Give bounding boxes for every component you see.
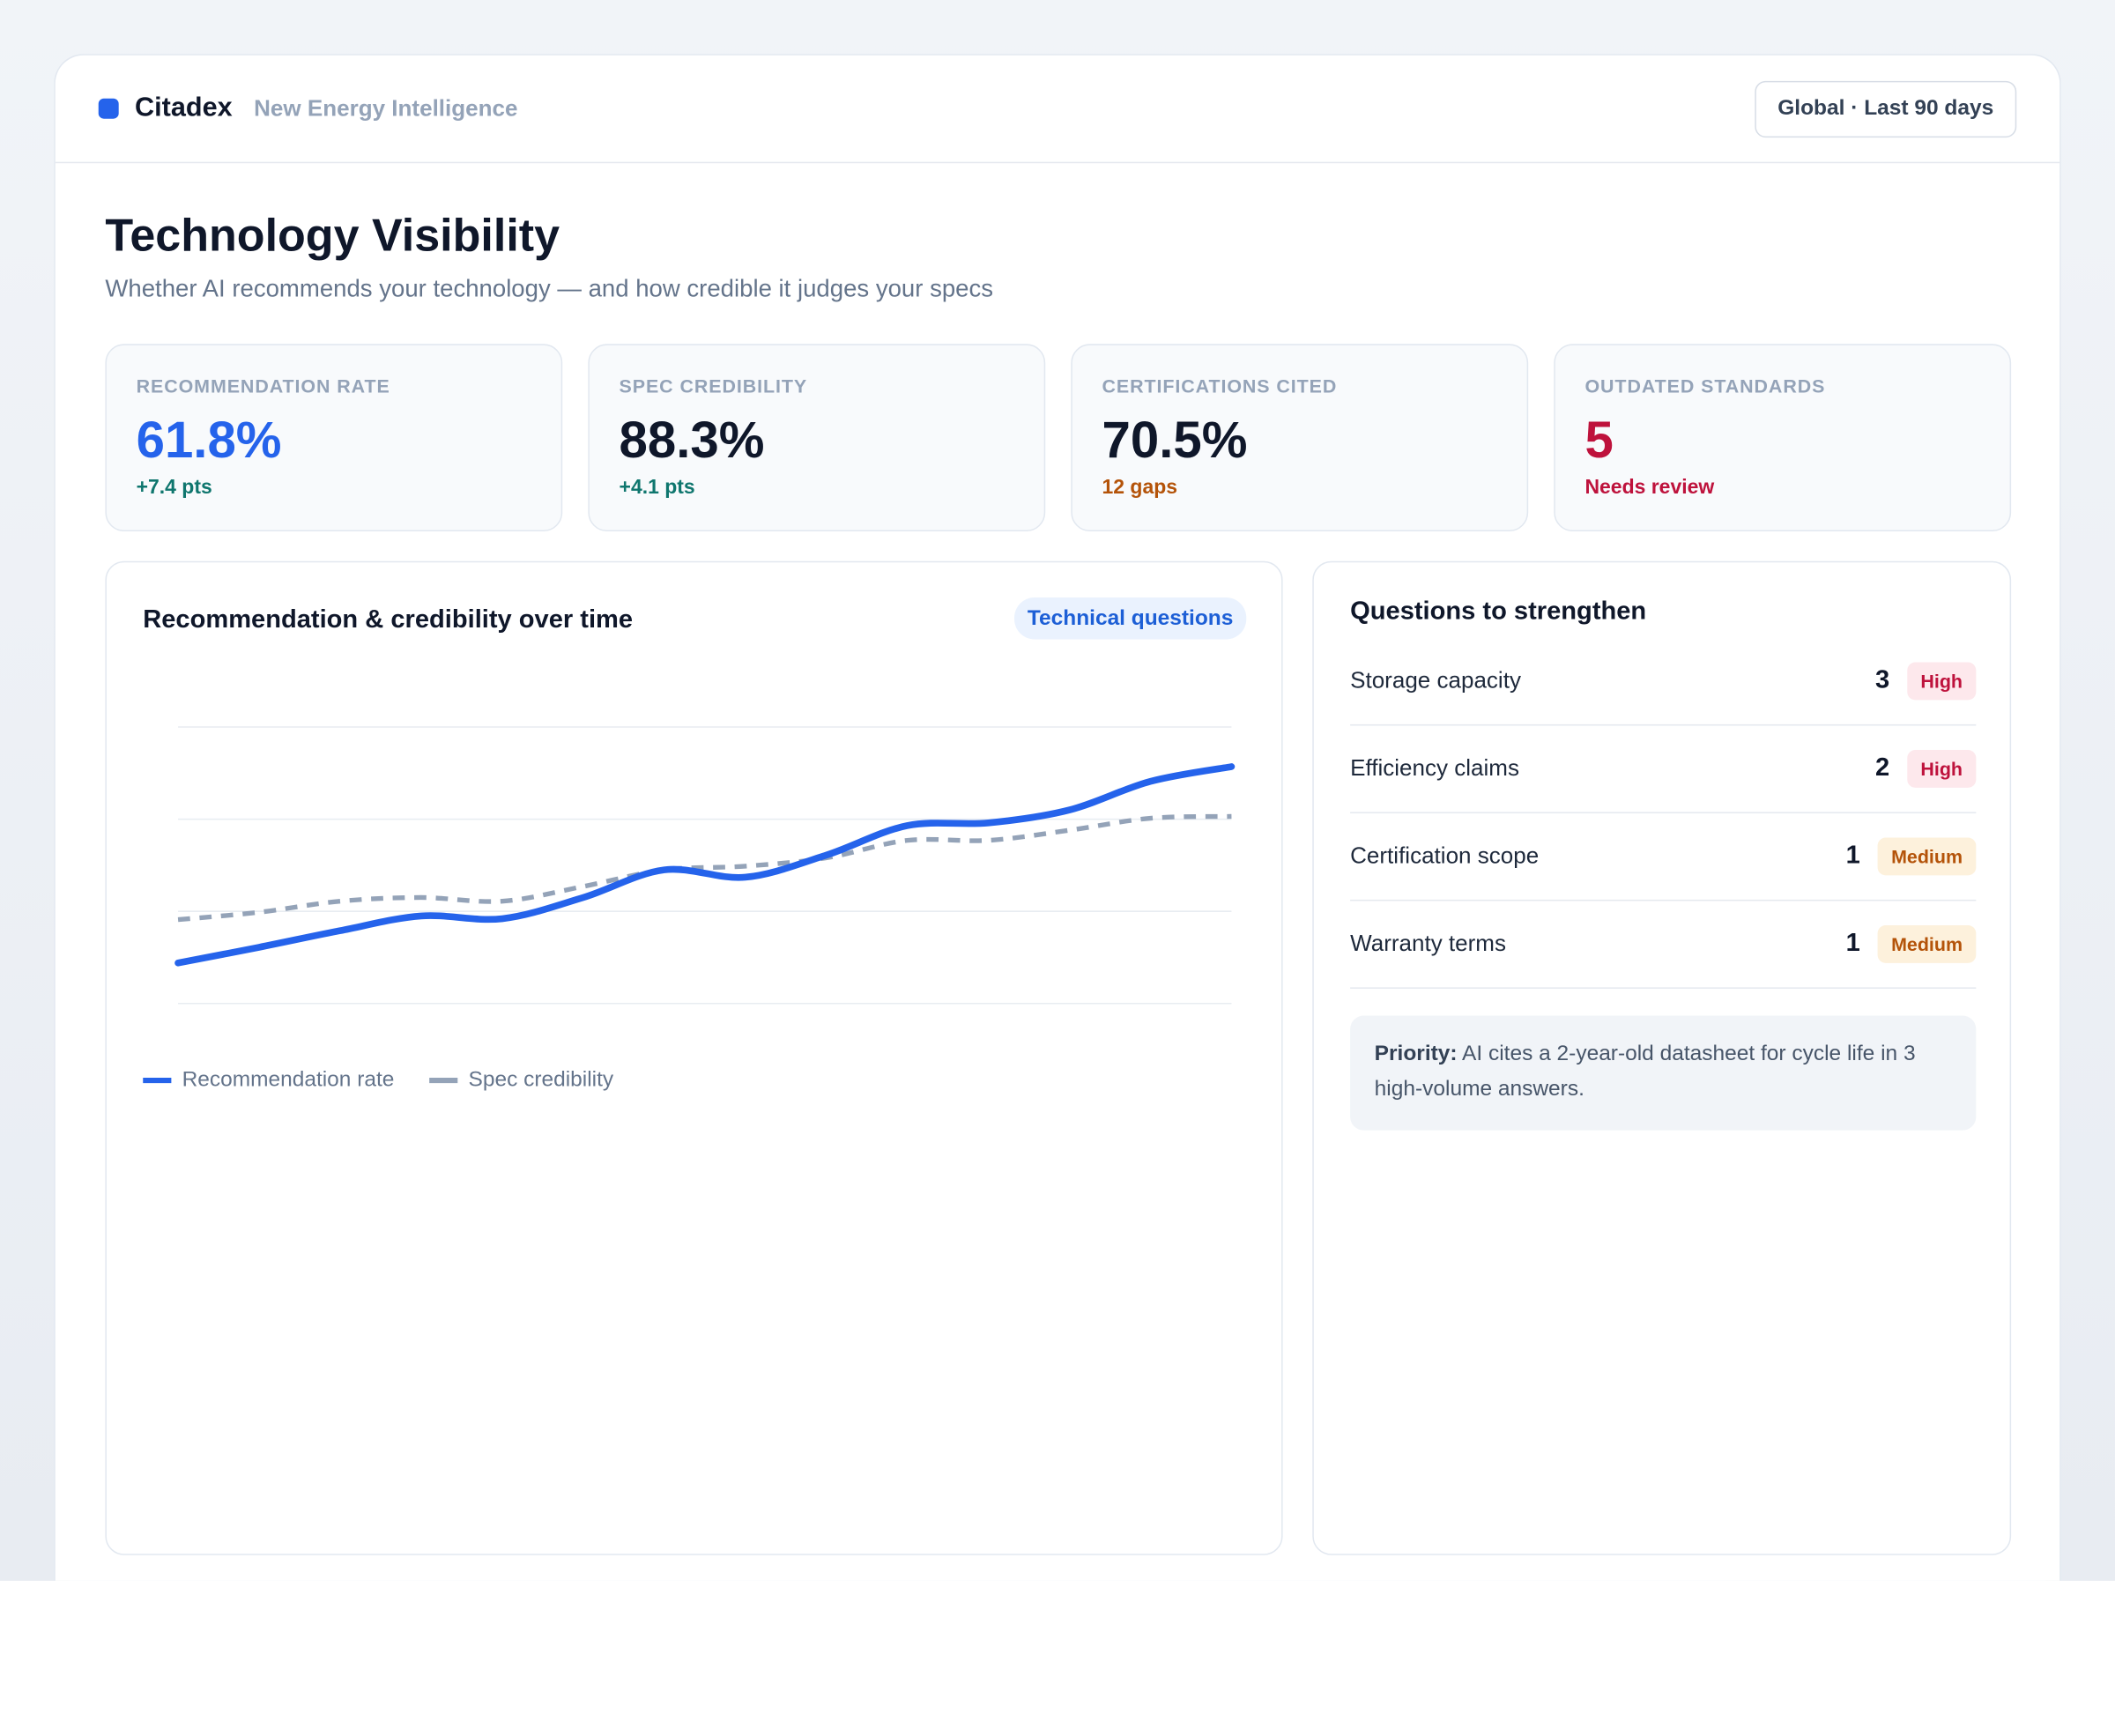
chart-title: Recommendation & credibility over time [143,605,633,634]
badge-label: Technical questions [1028,606,1233,630]
product: New Energy Intelligence [254,94,518,121]
questions-panel: Questions to strengthen Priority: AI cit… [1312,560,2012,1555]
priority-pill: High [1907,662,1977,701]
kpi-value: 5 [1584,412,1614,470]
kpi-delta: 12 gaps [1102,476,1178,500]
kpi-card: SPEC CREDIBILITY 88.3% +4.1 pts [588,344,1046,532]
kpi-delta: Needs review [1584,476,1715,500]
question-label: Warranty terms [1350,931,1506,957]
priority-note: Priority: AI cites a 2-year-old datashee… [1350,1015,1977,1131]
kpi-card: OUTDATED STANDARDS 5 Needs review [1554,344,2012,532]
question-row: Certification scope 1 Medium [1350,813,1977,901]
kpi-card: CERTIFICATIONS CITED 70.5% 12 gaps [1071,344,1529,532]
kpi-label: SPEC CREDIBILITY [619,375,808,397]
priority-pill: Medium [1877,924,1977,963]
question-count: 2 [1875,753,1890,783]
question-row: Efficiency claims 2 High [1350,725,1977,813]
kpi-value: 88.3% [619,412,765,470]
kpi-card: RECOMMENDATION RATE 61.8% +7.4 pts [105,344,563,532]
kpi-value: 70.5% [1102,412,1248,470]
question-count: 1 [1845,929,1860,958]
kpi-label: CERTIFICATIONS CITED [1102,375,1338,397]
kpi-delta: +4.1 pts [619,476,695,500]
questions-title: Questions to strengthen [1350,597,1647,627]
page-subtitle: Whether AI recommends your technology — … [105,275,994,302]
question-label: Efficiency claims [1350,755,1519,782]
question-row: Storage capacity 3 High [1350,638,1977,726]
chart: Recommendation & credibility over time T… [143,597,1247,1091]
legend-label: Spec credibility [469,1067,614,1091]
question-row: Warranty terms 1 Medium [1350,901,1977,989]
app-card: Citadex New Energy Intelligence Global ·… [54,54,2061,1581]
legend-label: Recommendation rate [182,1067,395,1091]
question-count: 3 [1875,666,1890,695]
kpi-value: 61.8% [136,412,282,470]
series-line [177,813,1232,923]
brand: Citadex [135,93,233,123]
badge [1014,597,1247,640]
question-label: Certification scope [1350,842,1540,869]
header: Citadex New Energy Intelligence Global ·… [55,56,2060,164]
logo [98,98,119,119]
priority-pill: Medium [1877,837,1977,876]
kpi-label: OUTDATED STANDARDS [1584,375,1826,397]
question-label: Storage capacity [1350,667,1521,694]
note-text: AI cites a 2-year-old datasheet for cycl… [1374,1042,1916,1101]
priority-pill: High [1907,750,1977,788]
note-label: Priority: [1374,1042,1458,1066]
question-count: 1 [1845,842,1860,871]
page-title: Technology Visibility [105,210,560,262]
series-line [174,763,1236,967]
filter-button[interactable]: Global · Last 90 days [1755,80,2017,137]
kpi-delta: +7.4 pts [136,476,212,500]
chart-panel: Recommendation & credibility over time T… [105,560,1283,1555]
kpi-label: RECOMMENDATION RATE [136,375,390,397]
